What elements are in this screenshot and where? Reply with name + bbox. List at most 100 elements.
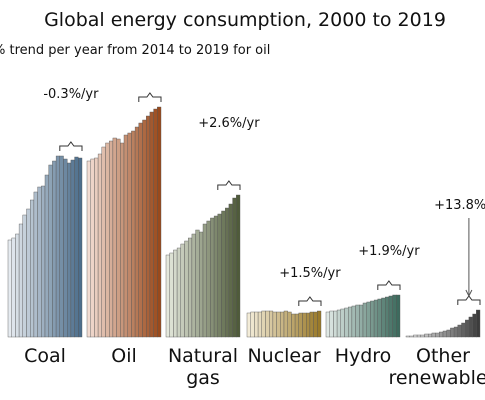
bar-natural-gas-2019	[236, 194, 241, 338]
bar-coal-2013	[55, 155, 60, 338]
bar-hydro-2003	[336, 309, 342, 338]
bar-hydro-2002	[333, 310, 338, 338]
bar-other-renewables-2002	[413, 334, 418, 338]
bar-natural-gas-2003	[176, 247, 182, 338]
bar-coal-2017	[70, 159, 75, 338]
bar-oil-2016	[145, 115, 151, 338]
bar-natural-gas-2007	[191, 233, 196, 338]
bar-natural-gas-2016	[224, 207, 230, 338]
bar-nuclear-2018	[313, 311, 318, 338]
category-label-hydro: Hydro	[335, 345, 392, 367]
bar-other-renewables-2004	[420, 334, 425, 338]
bar-other-renewables-2017	[468, 316, 473, 338]
bar-hydro-2013	[373, 299, 379, 338]
bar-hydro-2017	[388, 295, 393, 338]
bar-other-renewables-2012	[450, 327, 455, 338]
category-label-oil: Oil	[111, 345, 137, 367]
trend-label-other-renewables: +13.8%/yr	[434, 198, 485, 213]
bar-coal-2000	[7, 239, 12, 338]
trend-leader-arrow	[465, 289, 473, 298]
bar-natural-gas-2001	[169, 252, 174, 338]
bar-nuclear-2006	[269, 310, 274, 338]
bar-nuclear-2016	[306, 312, 311, 338]
bar-oil-2001	[90, 158, 95, 338]
bar-coal-2014	[59, 155, 64, 338]
bar-nuclear-2002	[254, 311, 259, 338]
bar-nuclear-2004	[261, 310, 266, 338]
bar-hydro-2015	[381, 297, 386, 338]
trend-label-natural-gas: +2.6%/yr	[198, 116, 260, 131]
bar-oil-2000	[86, 160, 91, 338]
bar-other-renewables-2010	[442, 330, 447, 338]
bar-oil-2015	[142, 119, 147, 338]
bar-nuclear-2005	[265, 310, 270, 338]
bar-oil-2002	[94, 157, 99, 338]
bar-oil-2019	[157, 106, 162, 338]
bar-group-nuclear	[246, 310, 322, 338]
bar-hydro-2011	[366, 301, 371, 338]
bar-natural-gas-2006	[187, 237, 193, 338]
bar-hydro-2019	[396, 294, 401, 338]
bar-coal-2010	[44, 174, 49, 338]
bar-natural-gas-2011	[206, 220, 211, 338]
bar-hydro-2012	[370, 300, 375, 338]
bar-nuclear-2011	[287, 311, 292, 338]
bar-hydro-2004	[340, 308, 345, 338]
bar-group-natural-gas	[165, 194, 241, 338]
bar-nuclear-2017	[309, 311, 314, 338]
bar-nuclear-2019	[317, 310, 322, 338]
bar-natural-gas-2018	[232, 197, 237, 338]
bar-group-hydro	[325, 294, 401, 338]
bars-layer	[7, 106, 481, 338]
category-label-natural-gas-line2: gas	[186, 367, 220, 389]
bar-natural-gas-2010	[202, 223, 207, 338]
trend-bracket-hydro	[377, 280, 401, 290]
category-label-nuclear: Nuclear	[247, 345, 320, 367]
bar-coal-2001	[11, 237, 16, 338]
bar-oil-2004	[101, 146, 106, 338]
bar-coal-2015	[63, 158, 68, 338]
bar-nuclear-2003	[257, 311, 263, 338]
bar-natural-gas-2000	[165, 254, 170, 338]
bar-nuclear-2010	[283, 310, 288, 338]
bar-coal-2019	[78, 157, 83, 338]
bar-other-renewables-2014	[457, 324, 462, 338]
bar-oil-2009	[120, 142, 125, 338]
bar-nuclear-2009	[280, 311, 285, 338]
bar-other-renewables-2001	[409, 335, 414, 338]
trend-bracket-other-renewables	[457, 295, 481, 305]
bar-other-renewables-2005	[424, 333, 429, 338]
bar-natural-gas-2004	[180, 243, 185, 338]
bar-hydro-2018	[392, 294, 397, 338]
bar-group-oil	[86, 106, 162, 338]
chart-title: Global energy consumption, 2000 to 2019	[44, 9, 446, 31]
bar-oil-2017	[149, 111, 154, 338]
bar-oil-2005	[105, 142, 110, 338]
bar-hydro-2008	[355, 304, 360, 338]
trend-bracket-coal	[59, 141, 83, 151]
bar-hydro-2010	[362, 302, 367, 338]
bar-oil-2010	[123, 134, 128, 338]
bar-hydro-2007	[351, 305, 356, 338]
bar-hydro-2000	[325, 311, 330, 338]
bar-hydro-2016	[385, 296, 390, 338]
annotation-layer: -0.3%/yr +1.5% trend per year from 2014 t…	[0, 43, 485, 306]
bar-hydro-2014	[377, 298, 382, 338]
bar-other-renewables-2015	[461, 322, 466, 338]
bar-other-renewables-2008	[435, 332, 440, 338]
bar-nuclear-2015	[302, 312, 307, 338]
bar-oil-2008	[116, 138, 121, 338]
bar-group-coal	[7, 155, 83, 338]
bar-natural-gas-2002	[173, 249, 178, 338]
bar-group-other-renewables	[405, 309, 481, 338]
bar-other-renewables-2006	[428, 333, 433, 338]
bar-nuclear-2008	[276, 311, 281, 338]
bar-other-renewables-2009	[439, 331, 444, 338]
trend-bracket-nuclear	[298, 296, 322, 306]
bar-hydro-2009	[359, 304, 364, 338]
bar-oil-2018	[153, 108, 158, 338]
bar-coal-2002	[15, 233, 20, 338]
bar-natural-gas-2008	[195, 229, 200, 338]
